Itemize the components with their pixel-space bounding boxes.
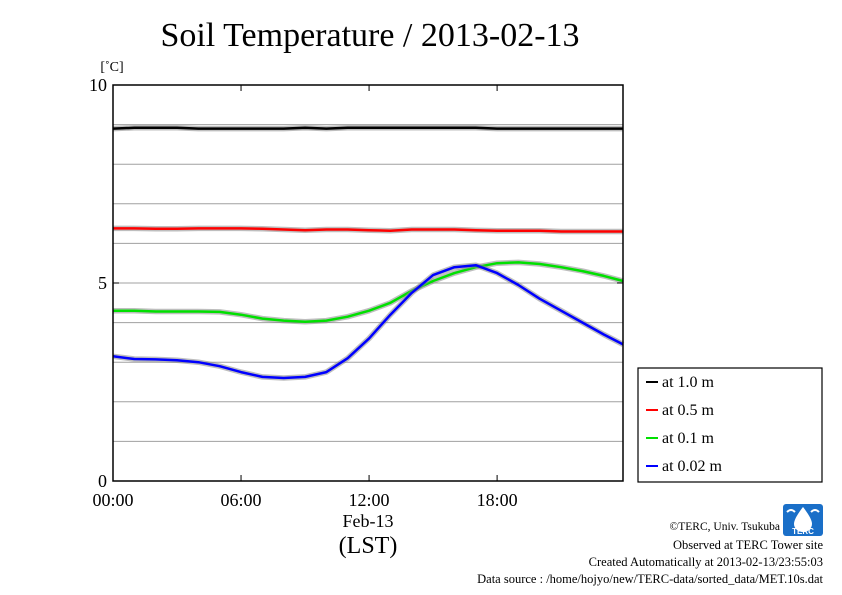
wave-icon: [786, 509, 820, 513]
series-lines: [112, 125, 625, 381]
x-axis-ticks: 00:00 06:00 12:00 18:00: [92, 85, 518, 510]
legend-label: at 1.0 m: [662, 374, 715, 391]
y-tick-label: 5: [98, 273, 107, 293]
terc-logo: TERC: [783, 504, 823, 536]
observed-text: Observed at TERC Tower site: [673, 538, 823, 552]
series-line-shadow: [113, 259, 624, 325]
y-axis-ticks: 0 5 10: [89, 75, 623, 491]
y-tick-label: 0: [98, 471, 107, 491]
copyright-text: ©TERC, Univ. Tsukuba: [670, 521, 780, 533]
legend-box: [637, 367, 823, 483]
x-axis-date-label: Feb-13: [343, 511, 394, 531]
y-tick-label: 10: [89, 75, 107, 95]
series-line: [112, 126, 623, 130]
y-axis-unit-label: [˚C]: [100, 60, 123, 75]
x-tick-label: 12:00: [349, 490, 390, 510]
created-text: Created Automatically at 2013-02-13/23:5…: [589, 555, 823, 569]
x-axis-timezone-label: (LST): [339, 533, 398, 559]
series-line: [113, 227, 623, 233]
data-source-text: Data source : /home/hojyo/new/TERC-data/…: [477, 572, 823, 586]
legend-label: at 0.5 m: [662, 402, 715, 419]
series-line: [113, 261, 624, 324]
water-drop-icon: [794, 507, 812, 532]
grid-lines: [113, 124, 623, 442]
logo-text: TERC: [792, 527, 814, 536]
legend-label: at 0.1 m: [662, 430, 715, 447]
x-tick-label: 18:00: [477, 490, 518, 510]
x-tick-label: 00:00: [92, 490, 133, 510]
legend-label: at 0.02 m: [662, 458, 723, 475]
legend: at 1.0 m at 0.5 m at 0.1 m at 0.02 m: [637, 367, 823, 483]
series-line: [112, 263, 624, 380]
chart-title: Soil Temperature / 2013-02-13: [160, 17, 579, 54]
x-tick-label: 06:00: [221, 490, 262, 510]
